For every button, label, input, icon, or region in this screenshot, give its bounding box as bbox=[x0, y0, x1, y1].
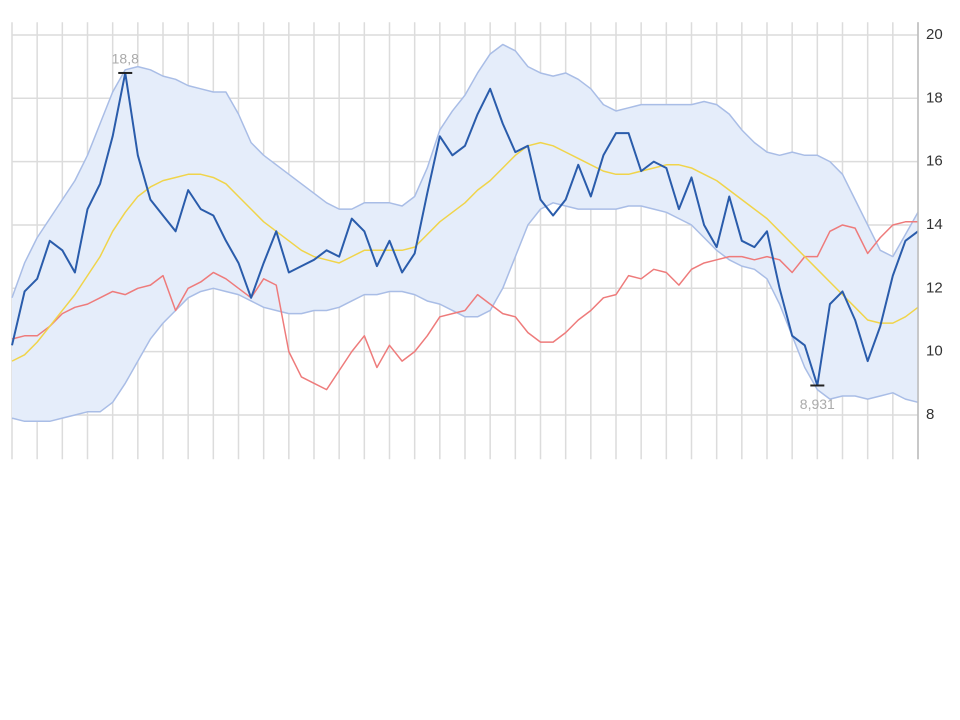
band-fill bbox=[12, 44, 918, 422]
band-line bbox=[11, 202, 919, 423]
series-line bbox=[11, 221, 918, 391]
y-tick-label: 20 bbox=[926, 26, 943, 43]
y-tick-label: 18 bbox=[926, 89, 943, 106]
y-tick-label: 14 bbox=[926, 216, 943, 233]
series-line bbox=[11, 71, 919, 387]
y-tick-label: 10 bbox=[926, 343, 943, 360]
y-tick-label: 16 bbox=[926, 153, 943, 170]
band-line bbox=[11, 43, 919, 299]
y-tick-label: 12 bbox=[926, 279, 943, 296]
y-tick-label: 8 bbox=[926, 406, 934, 423]
series-line bbox=[11, 141, 919, 362]
annotation-label: 8,931 bbox=[800, 396, 835, 412]
annotation-label: 18,8 bbox=[112, 51, 139, 67]
